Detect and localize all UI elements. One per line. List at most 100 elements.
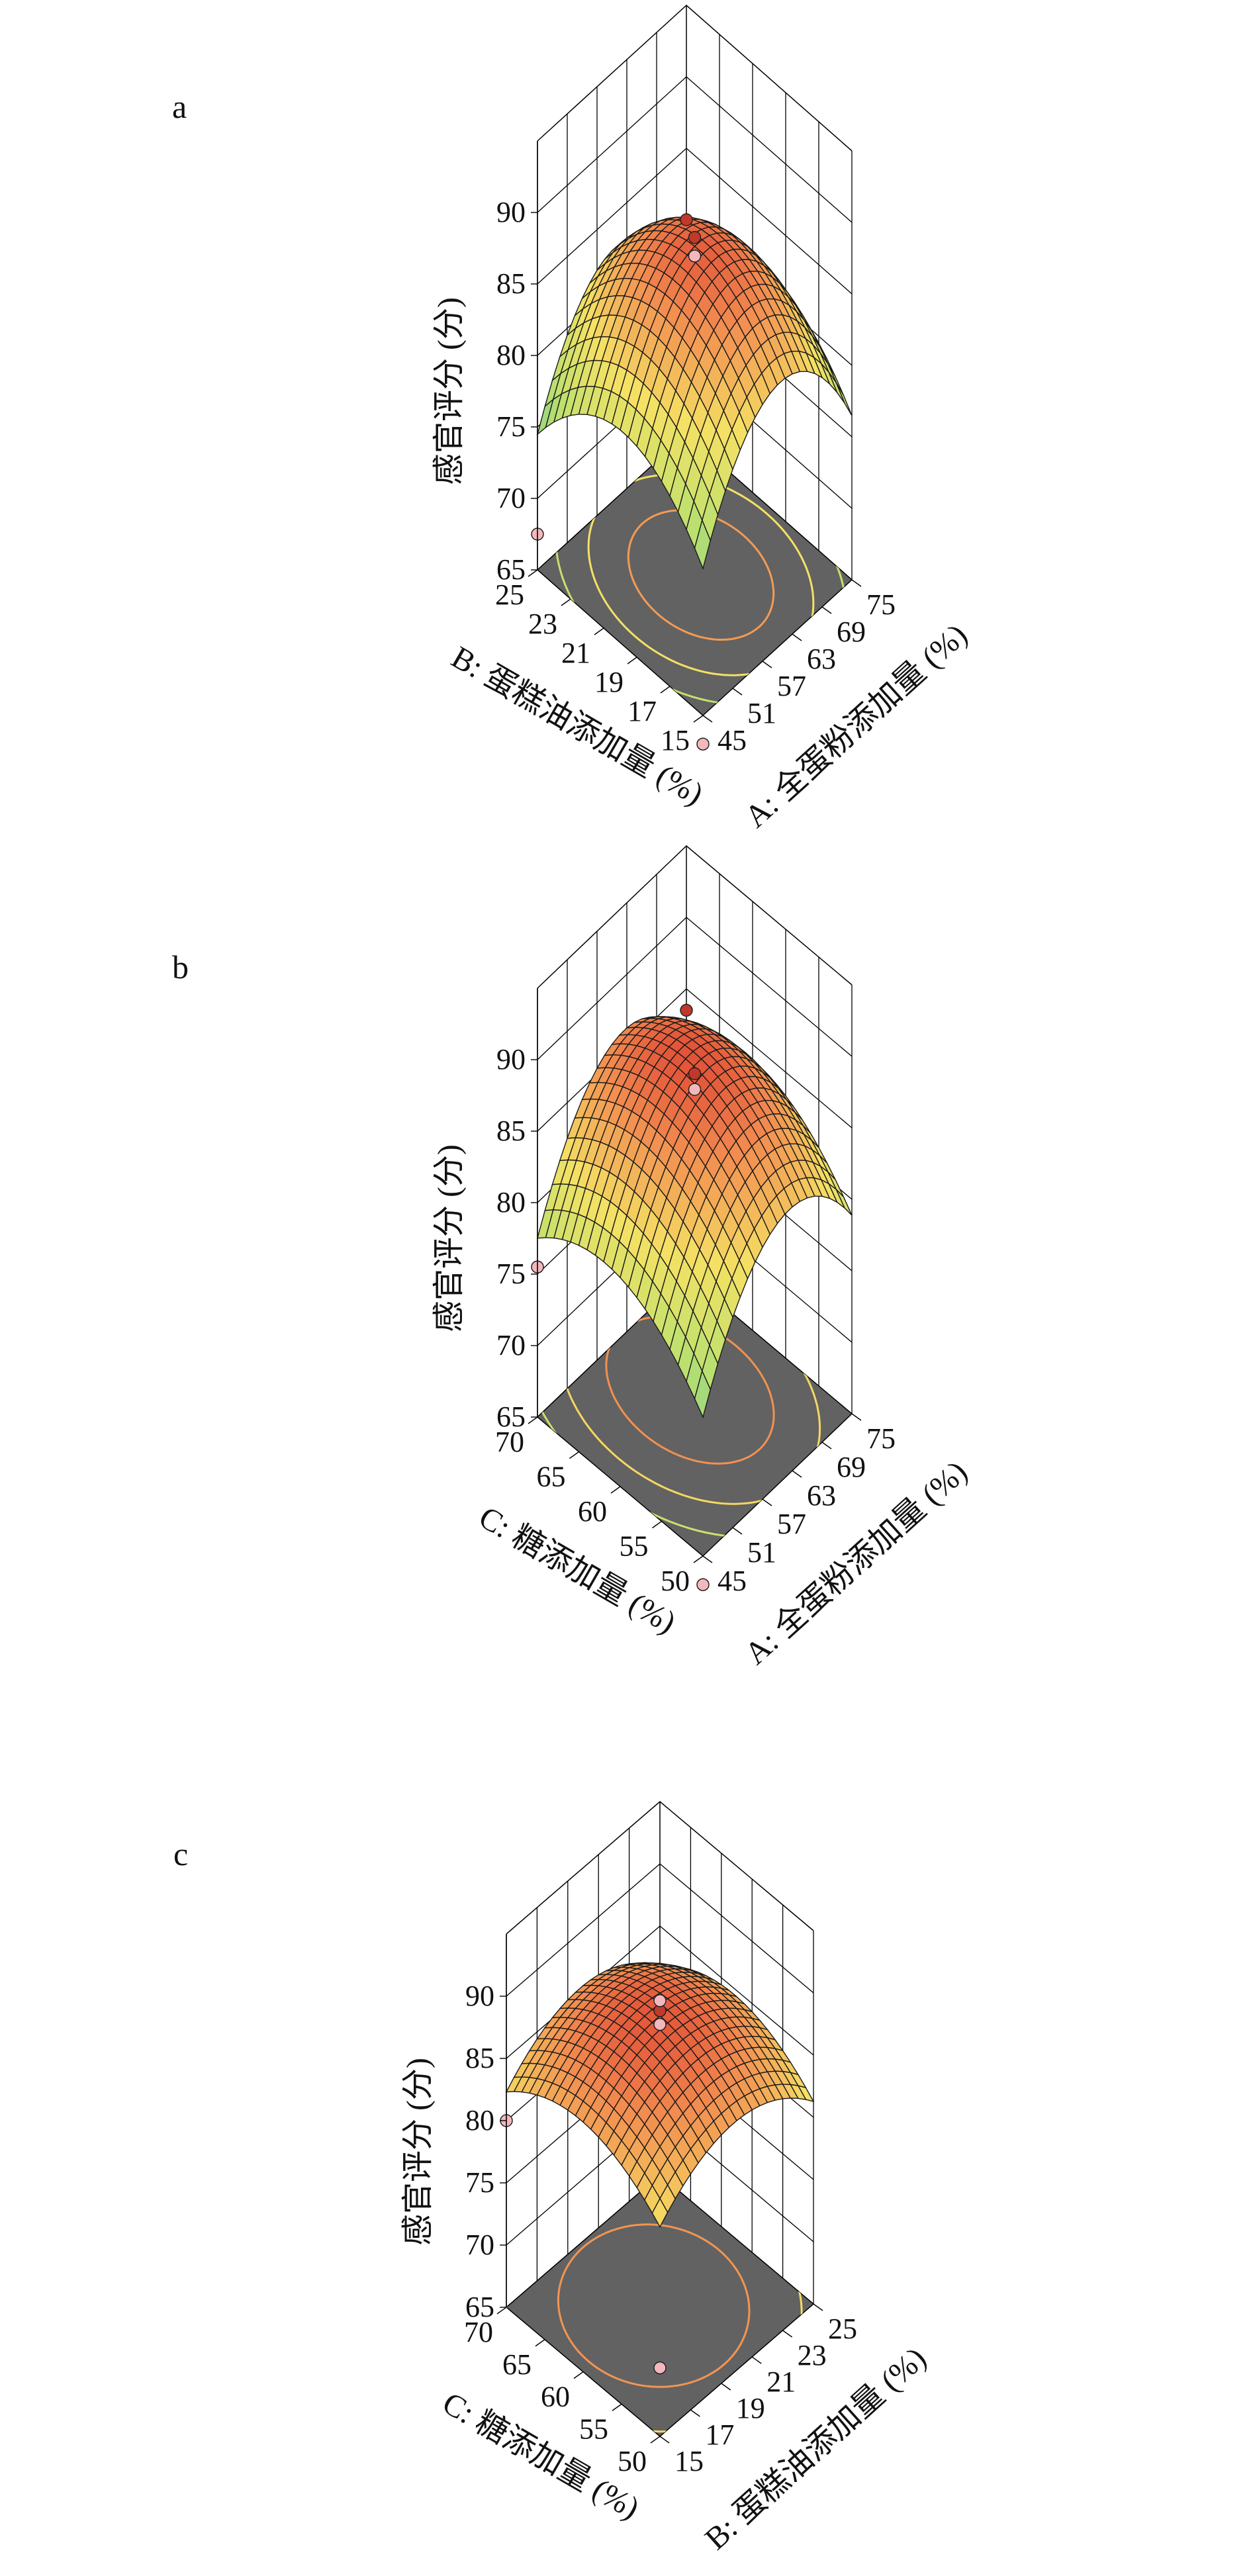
- y-tick-label: 21: [561, 637, 590, 669]
- z-tick-label: 75: [496, 410, 526, 443]
- z-axis-label: 感官评分 (分): [432, 297, 467, 485]
- contour-line: [587, 473, 815, 676]
- x-tick-mark: [851, 579, 862, 587]
- x-tick-mark: [762, 661, 772, 668]
- x-tick-label: 57: [777, 670, 806, 702]
- design-point: [688, 250, 702, 263]
- z-tick-label: 90: [496, 196, 526, 228]
- y-tick-label: 55: [579, 2413, 608, 2445]
- z-tick-label: 85: [496, 1115, 526, 1147]
- design-point: [688, 230, 702, 244]
- y-tick-label: 70: [495, 1426, 524, 1458]
- panel-label: c: [173, 1835, 188, 1872]
- contour-line: [557, 2223, 751, 2388]
- design-point: [696, 737, 710, 751]
- z-tick-label: 90: [496, 1043, 526, 1076]
- z-tick-label: 70: [496, 1329, 526, 1361]
- grid-line: [537, 76, 853, 223]
- panel-label: a: [172, 88, 187, 125]
- x-tick-mark: [792, 1470, 802, 1478]
- y-tick-mark: [693, 715, 704, 723]
- x-tick-mark: [659, 2436, 670, 2444]
- design-points: [531, 1003, 710, 1591]
- grid-line: [506, 1863, 814, 1997]
- x-tick-label: 15: [674, 2445, 704, 2477]
- design-point: [653, 2361, 667, 2375]
- y-tick-mark: [528, 1416, 538, 1424]
- y-tick-label: 19: [594, 666, 624, 698]
- design-point: [688, 1067, 702, 1081]
- y-tick-mark: [612, 2403, 622, 2411]
- x-tick-label: 19: [736, 2392, 765, 2424]
- x-tick-mark: [821, 1442, 832, 1449]
- x-tick-mark: [721, 2383, 731, 2391]
- panel-label: b: [172, 948, 189, 986]
- z-tick-label: 85: [496, 267, 526, 300]
- y-tick-mark: [561, 598, 571, 606]
- y-tick-mark: [660, 686, 671, 694]
- y-tick-mark: [610, 1486, 621, 1494]
- design-point: [696, 1578, 710, 1591]
- design-point: [680, 213, 693, 226]
- grid-line: [537, 988, 853, 1132]
- response-surface: [536, 216, 853, 571]
- x-tick-mark: [690, 2409, 700, 2417]
- grid-line: [537, 148, 853, 295]
- z-tick-label: 80: [465, 2104, 494, 2137]
- design-points: [531, 213, 710, 751]
- z-tick-label: 85: [465, 2042, 494, 2074]
- y-tick-label: 17: [627, 695, 657, 727]
- design-point: [680, 1003, 693, 1017]
- x-tick-label: 23: [798, 2339, 827, 2371]
- z-axis-ticks: 65 70 75 80 85 90: [496, 1043, 537, 1433]
- response-surface: [537, 1016, 853, 1419]
- grid-line: [537, 845, 853, 989]
- z-tick-label: 70: [465, 2229, 494, 2261]
- x-tick-mark: [762, 1498, 772, 1506]
- grid-line: [537, 917, 853, 1060]
- surface-cell: [694, 1369, 712, 1419]
- design-points: [500, 1994, 667, 2375]
- x-tick-label: 75: [866, 1422, 896, 1455]
- y-tick-mark: [693, 1555, 704, 1563]
- x-tick-mark: [851, 1413, 862, 1421]
- y-tick-label: 65: [502, 2348, 532, 2381]
- y-tick-label: 55: [620, 1530, 649, 1563]
- x-tick-label: 63: [807, 1479, 836, 1512]
- y-tick-mark: [535, 2339, 545, 2347]
- z-axis-label: 感官评分 (分): [432, 1144, 467, 1332]
- surface-cell: [651, 2197, 669, 2229]
- surface-cell: [694, 518, 712, 571]
- y-tick-label: 65: [537, 1461, 566, 1493]
- x-tick-mark: [792, 633, 802, 641]
- y-tick-mark: [496, 2307, 507, 2315]
- x-tick-label: 51: [747, 1536, 776, 1569]
- x-tick-label: 75: [866, 588, 896, 621]
- x-tick-label: 21: [766, 2366, 796, 2398]
- x-tick-mark: [702, 1555, 713, 1563]
- y-tick-mark: [650, 2436, 661, 2444]
- y-tick-label: 50: [661, 1565, 690, 1597]
- y-tick-label: 50: [618, 2445, 647, 2477]
- y-tick-label: 60: [578, 1495, 607, 1528]
- z-tick-label: 75: [496, 1258, 526, 1290]
- z-tick-label: 80: [496, 1186, 526, 1219]
- y-tick-label: 15: [661, 724, 690, 757]
- z-axis-ticks: 65 70 75 80 85 90: [496, 196, 537, 586]
- y-tick-label: 25: [495, 578, 524, 611]
- y-tick-mark: [627, 657, 637, 665]
- x-tick-label: 45: [718, 1565, 747, 1597]
- x-tick-label: 69: [837, 616, 866, 648]
- z-tick-label: 80: [496, 339, 526, 371]
- y-tick-label: 23: [528, 608, 557, 640]
- x-tick-mark: [782, 2330, 793, 2338]
- x-tick-label: 17: [705, 2418, 734, 2451]
- x-tick-mark: [702, 715, 713, 723]
- z-axis-label: 感官评分 (分): [400, 2058, 436, 2246]
